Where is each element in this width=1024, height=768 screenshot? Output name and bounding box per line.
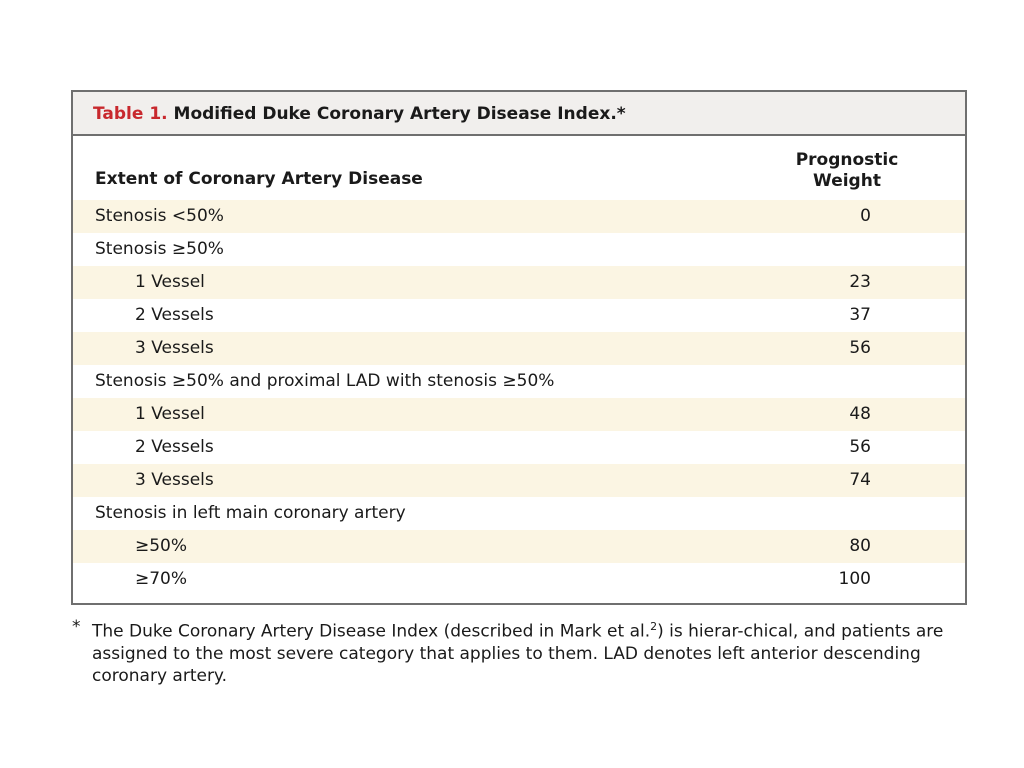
footnote-text: The Duke Coronary Artery Disease Index (…	[92, 616, 952, 687]
row-label: 1 Vessel	[135, 272, 205, 292]
row-weight-value: 23	[849, 272, 871, 292]
table-row: 3 Vessels 74	[73, 464, 965, 497]
row-label: ≥70%	[135, 569, 188, 589]
footnote-text-start: The Duke Coronary Artery Disease Index (…	[92, 621, 651, 642]
row-label: 3 Vessels	[135, 338, 214, 358]
column-header-weight-line2: Weight	[813, 171, 881, 191]
table-row: 1 Vessel 23	[73, 266, 965, 299]
table-frame: Table 1. Modified Duke Coronary Artery D…	[71, 90, 967, 605]
column-header-weight-line1: Prognostic	[795, 150, 899, 170]
table-body: Stenosis <50% 0 Stenosis ≥50% 1 Vessel 23 2 V…	[73, 200, 965, 596]
table-row: ≥50% 80	[73, 530, 965, 563]
table-row: ≥70% 100	[73, 563, 965, 596]
row-label: Stenosis <50%	[95, 206, 224, 226]
table-row: 3 Vessels 56	[73, 332, 965, 365]
footnote-mark: *	[72, 617, 81, 637]
row-weight-value: 80	[849, 536, 871, 556]
table-title: Table 1. Modified Duke Coronary Artery D…	[93, 104, 626, 124]
row-weight-value: 74	[849, 470, 871, 490]
footnote-text-end: ) is hierar-chical, and patients are ass…	[92, 621, 944, 686]
table-header-row: Extent of Coronary Artery Disease Progno…	[73, 136, 965, 192]
row-weight-value: 56	[849, 338, 871, 358]
row-weight-value: 0	[860, 206, 871, 226]
table-row: 1 Vessel 48	[73, 398, 965, 431]
row-label: 1 Vessel	[135, 404, 205, 424]
row-label: Stenosis ≥50%	[95, 239, 224, 259]
table-row: Stenosis <50% 0	[73, 200, 965, 233]
table-row: Stenosis ≥50%	[73, 233, 965, 266]
table-number: Table 1.	[93, 104, 168, 124]
table-row: Stenosis in left main coronary artery	[73, 497, 965, 530]
column-header-extent: Extent of Coronary Artery Disease	[95, 169, 423, 189]
footnote-citation: 2	[650, 620, 658, 633]
row-weight-value: 100	[838, 569, 871, 589]
row-weight-value: 56	[849, 437, 871, 457]
footnote: * The Duke Coronary Artery Disease Index…	[72, 616, 952, 687]
row-label: Stenosis in left main coronary artery	[95, 503, 406, 523]
table-title-text: Modified Duke Coronary Artery Disease In…	[167, 104, 626, 124]
table-title-bar: Table 1. Modified Duke Coronary Artery D…	[73, 92, 965, 136]
table-row: Stenosis ≥50% and proximal LAD with sten…	[73, 365, 965, 398]
row-weight-value: 37	[849, 305, 871, 325]
row-label: ≥50%	[135, 536, 188, 556]
column-header-weight: Prognostic Weight	[777, 150, 917, 192]
row-label: 2 Vessels	[135, 305, 214, 325]
row-label: Stenosis ≥50% and proximal LAD with sten…	[95, 371, 555, 391]
table-row: 2 Vessels 56	[73, 431, 965, 464]
row-weight-value: 48	[849, 404, 871, 424]
row-label: 2 Vessels	[135, 437, 214, 457]
table-row: 2 Vessels 37	[73, 299, 965, 332]
row-label: 3 Vessels	[135, 470, 214, 490]
